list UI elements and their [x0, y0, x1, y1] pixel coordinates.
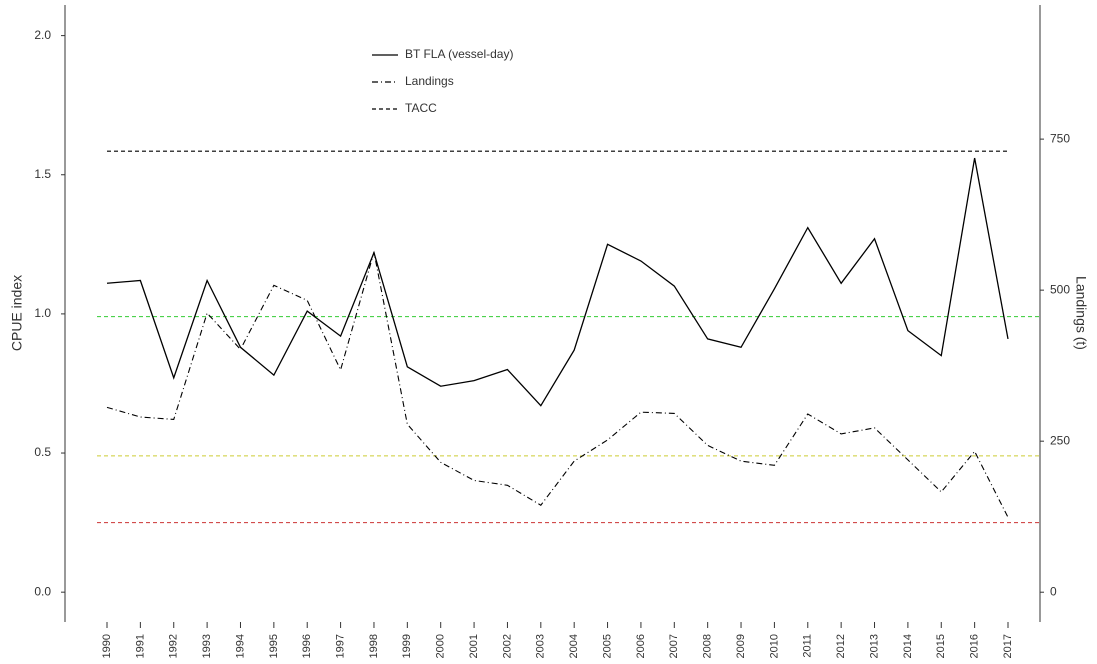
- x-tick-label: 2013: [868, 634, 880, 658]
- y-tick-label: 2.0: [34, 28, 51, 42]
- x-tick-label: 2017: [1002, 634, 1014, 658]
- y2-tick-label: 0: [1050, 584, 1057, 598]
- x-tick-label: 2004: [568, 634, 580, 658]
- legend-label: TACC: [405, 101, 437, 115]
- x-tick-label: 2015: [935, 634, 947, 658]
- x-tick-label: 2003: [535, 634, 547, 658]
- y-tick-label: 1.0: [34, 306, 51, 320]
- x-tick-label: 1995: [268, 634, 280, 658]
- x-tick-label: 2001: [468, 634, 480, 658]
- x-tick-label: 2014: [902, 634, 914, 658]
- x-tick-label: 1996: [301, 634, 313, 658]
- x-tick-label: 2005: [601, 634, 613, 658]
- x-tick-label: 2012: [835, 634, 847, 658]
- series-line: [106, 157, 1009, 407]
- x-tick-label: 1999: [401, 634, 413, 658]
- x-tick-label: 2006: [635, 634, 647, 658]
- x-tick-label: 1991: [134, 634, 146, 658]
- x-tick-label: 1998: [368, 634, 380, 658]
- x-tick-label: 2009: [735, 634, 747, 658]
- y-tick-label: 1.5: [34, 167, 51, 181]
- y2-tick-label: 250: [1050, 433, 1070, 447]
- y2-axis-label: Landings (t): [1073, 276, 1089, 350]
- legend-label: BT FLA (vessel-day): [405, 47, 513, 61]
- x-tick-label: 2002: [501, 634, 513, 658]
- y2-tick-label: 750: [1050, 131, 1070, 145]
- x-tick-label: 2007: [668, 634, 680, 658]
- x-tick-label: 2011: [802, 634, 814, 658]
- x-tick-label: 2008: [702, 634, 714, 658]
- x-tick-label: 1994: [234, 634, 246, 658]
- x-tick-label: 1990: [101, 634, 113, 658]
- legend-label: Landings: [405, 74, 454, 88]
- x-tick-label: 2000: [435, 634, 447, 658]
- y-axis-label: CPUE index: [9, 275, 25, 351]
- y-tick-label: 0.0: [34, 584, 51, 598]
- x-tick-label: 2010: [768, 634, 780, 658]
- series-line: [106, 251, 1009, 518]
- y-tick-label: 0.5: [34, 445, 51, 459]
- x-tick-label: 1993: [201, 634, 213, 658]
- x-tick-label: 1997: [334, 634, 346, 658]
- x-tick-label: 1992: [168, 634, 180, 658]
- y2-tick-label: 500: [1050, 282, 1070, 296]
- x-tick-label: 2016: [969, 634, 981, 658]
